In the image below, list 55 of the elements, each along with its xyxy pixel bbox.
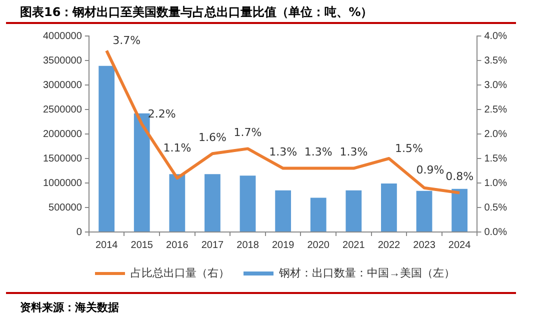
- data-label: 1.7%: [234, 126, 262, 140]
- y2-tick-label: 0.0%: [484, 226, 508, 238]
- y2-tick-label: 0.5%: [484, 202, 508, 214]
- x-tick-label: 2015: [130, 240, 154, 251]
- bar: [204, 174, 220, 232]
- data-label: 1.1%: [163, 141, 192, 154]
- bar: [346, 190, 362, 232]
- y2-tick-label: 1.5%: [484, 153, 508, 164]
- bar: [381, 183, 397, 232]
- legend-label: 钢材：出口数量：中国→美国（左）: [278, 266, 455, 280]
- bar: [134, 113, 150, 232]
- data-label: 0.9%: [416, 163, 444, 176]
- data-label: 1.5%: [394, 142, 423, 155]
- x-tick-label: 2022: [378, 240, 401, 251]
- bar: [240, 176, 256, 232]
- chart-title: 图表16：钢材出口至美国数量与占总出口量比值（单位：吨、%）: [20, 4, 373, 21]
- x-tick-label: 2021: [342, 240, 366, 251]
- y-tick-label: 2000000: [42, 128, 82, 140]
- y2-tick-label: 2.0%: [484, 128, 508, 140]
- x-tick-label: 2016: [166, 240, 189, 251]
- x-tick-label: 2020: [307, 240, 330, 251]
- y-tick-label: 500000: [48, 202, 82, 214]
- y2-tick-label: 1.0%: [484, 178, 508, 189]
- data-label: 0.8%: [446, 170, 474, 184]
- legend-label: 占比总出口量（右）: [130, 266, 230, 280]
- data-label: 1.3%: [340, 146, 368, 159]
- x-tick-label: 2014: [95, 240, 118, 251]
- bar: [310, 198, 326, 232]
- bar: [452, 188, 468, 232]
- y-tick-label: 1000000: [42, 178, 82, 189]
- data-label: 1.3%: [269, 146, 298, 159]
- x-tick-label: 2024: [448, 240, 472, 251]
- y2-tick-label: 3.5%: [484, 55, 508, 66]
- y-tick-label: 3000000: [42, 80, 82, 91]
- bar: [416, 190, 432, 232]
- y-tick-label: 3500000: [42, 55, 82, 66]
- text: 资料来源：海关数据: [20, 300, 119, 315]
- x-tick-label: 2023: [413, 240, 436, 251]
- data-label: 2.2%: [148, 108, 176, 121]
- y-tick-label: 4000000: [42, 30, 82, 42]
- y2-tick-label: 2.5%: [484, 104, 508, 116]
- bar: [98, 66, 115, 232]
- data-label: 1.3%: [304, 146, 332, 159]
- x-tick-label: 2018: [236, 240, 260, 251]
- y-tick-label: 0: [76, 226, 82, 238]
- y2-tick-label: 4.0%: [484, 30, 508, 42]
- y-tick-label: 2500000: [42, 104, 82, 116]
- data-label: 1.6%: [198, 130, 226, 144]
- bar: [169, 174, 186, 232]
- y2-tick-label: 3.0%: [484, 80, 508, 91]
- data-label: 3.7%: [112, 34, 141, 48]
- x-tick-label: 2017: [201, 240, 224, 251]
- bar: [275, 190, 292, 232]
- x-tick-label: 2019: [272, 240, 295, 251]
- y-tick-label: 1500000: [42, 153, 82, 164]
